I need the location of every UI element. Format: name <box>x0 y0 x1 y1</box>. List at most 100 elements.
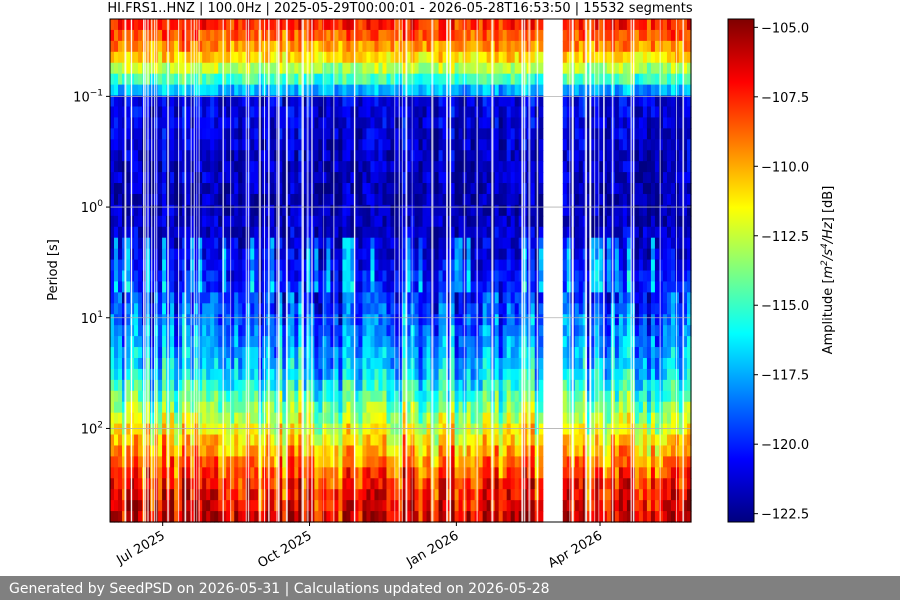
heatmap-cell <box>138 368 143 381</box>
heatmap-cell <box>530 106 536 119</box>
heatmap-cell <box>314 445 319 457</box>
heatmap-cell <box>406 467 412 479</box>
heatmap-cell <box>162 292 167 304</box>
heatmap-cell <box>438 357 444 370</box>
heatmap-cell <box>282 150 287 162</box>
heatmap-cell <box>498 237 504 250</box>
heatmap-cell <box>402 336 408 348</box>
heatmap-cell <box>398 226 404 239</box>
heatmap-cell <box>130 193 135 206</box>
heatmap-cell <box>514 226 520 239</box>
heatmap-cell <box>126 456 131 468</box>
heatmap-cell <box>338 51 343 64</box>
heatmap-cell <box>162 379 167 392</box>
heatmap-cell <box>134 467 139 479</box>
heatmap-cell <box>162 401 167 414</box>
heatmap-cell <box>506 161 512 173</box>
heatmap-cell <box>170 29 175 42</box>
heatmap-cell <box>218 357 223 370</box>
heatmap-cell <box>458 511 464 523</box>
heatmap-cell <box>190 478 195 490</box>
heatmap-cell <box>118 172 123 184</box>
heatmap-cell <box>350 84 356 97</box>
heatmap-cell <box>130 347 135 359</box>
heatmap-cell <box>182 357 187 370</box>
heatmap-cell <box>114 226 119 239</box>
heatmap-cell <box>426 423 432 436</box>
heatmap-cell <box>202 511 207 523</box>
heatmap-cell <box>498 281 504 293</box>
heatmap-cell <box>250 303 255 315</box>
heatmap-cell <box>126 259 131 272</box>
heatmap-cell <box>494 434 500 447</box>
heatmap-cell <box>502 259 508 272</box>
heatmap-cell <box>282 434 287 447</box>
heatmap-cell <box>294 73 299 86</box>
heatmap-cell <box>518 467 524 479</box>
heatmap-cell <box>446 467 452 479</box>
heatmap-cell <box>134 412 139 425</box>
heatmap-cell <box>478 29 484 42</box>
heatmap-cell <box>374 379 380 392</box>
heatmap-cell <box>138 248 143 261</box>
heatmap-cell <box>326 292 331 304</box>
heatmap-cell <box>438 270 444 283</box>
heatmap-cell <box>162 325 167 337</box>
heatmap-cell <box>286 489 291 501</box>
heatmap-cell <box>174 62 179 75</box>
heatmap-cell <box>326 390 331 403</box>
heatmap-cell <box>186 412 191 425</box>
heatmap-cell <box>270 347 275 359</box>
heatmap-cell <box>122 95 127 108</box>
heatmap-cell <box>250 161 255 173</box>
heatmap-cell <box>110 379 115 392</box>
heatmap-cell <box>242 314 247 326</box>
heatmap-cell <box>398 325 404 337</box>
heatmap-cell <box>138 51 143 64</box>
heatmap-cell <box>242 40 247 53</box>
heatmap-cell <box>174 183 179 195</box>
heatmap-cell <box>250 270 255 283</box>
heatmap-cell <box>506 183 512 195</box>
heatmap-cell <box>114 456 119 468</box>
heatmap-cell <box>342 456 348 468</box>
heatmap-cell <box>174 434 179 447</box>
heatmap-cell <box>250 19 255 31</box>
heatmap-cell <box>134 281 139 293</box>
heatmap-cell <box>506 19 512 31</box>
heatmap-cell <box>426 379 432 392</box>
heatmap-cell <box>510 325 516 337</box>
heatmap-cell <box>414 401 420 414</box>
heatmap-cell <box>414 336 420 348</box>
heatmap-cell <box>110 19 115 31</box>
heatmap-cell <box>386 456 392 468</box>
heatmap-cell <box>494 511 500 523</box>
heatmap-cell <box>342 368 348 381</box>
heatmap-cell <box>130 500 135 512</box>
heatmap-cell <box>198 445 203 457</box>
heatmap-cell <box>290 29 295 42</box>
heatmap-cell <box>486 128 492 140</box>
heatmap-cell <box>398 215 404 228</box>
heatmap-cell <box>422 434 428 447</box>
heatmap-cell <box>402 183 408 195</box>
heatmap-cell <box>294 29 299 42</box>
heatmap-cell <box>502 84 508 97</box>
heatmap-cell <box>270 73 275 86</box>
heatmap-cell <box>226 303 231 315</box>
heatmap-cell <box>486 303 492 315</box>
heatmap-cell <box>530 183 536 195</box>
heatmap-cell <box>386 401 392 414</box>
heatmap-cell <box>202 445 207 457</box>
heatmap-cell <box>446 106 452 119</box>
heatmap-cell <box>506 29 512 42</box>
heatmap-cell <box>126 19 131 31</box>
heatmap-cell <box>178 172 183 184</box>
heatmap-cell <box>366 467 372 479</box>
heatmap-cell <box>362 500 368 512</box>
heatmap-cell <box>210 434 215 447</box>
heatmap-cell <box>214 500 219 512</box>
heatmap-cell <box>454 117 460 129</box>
heatmap-cell <box>350 259 356 272</box>
heatmap-cell <box>502 19 508 31</box>
